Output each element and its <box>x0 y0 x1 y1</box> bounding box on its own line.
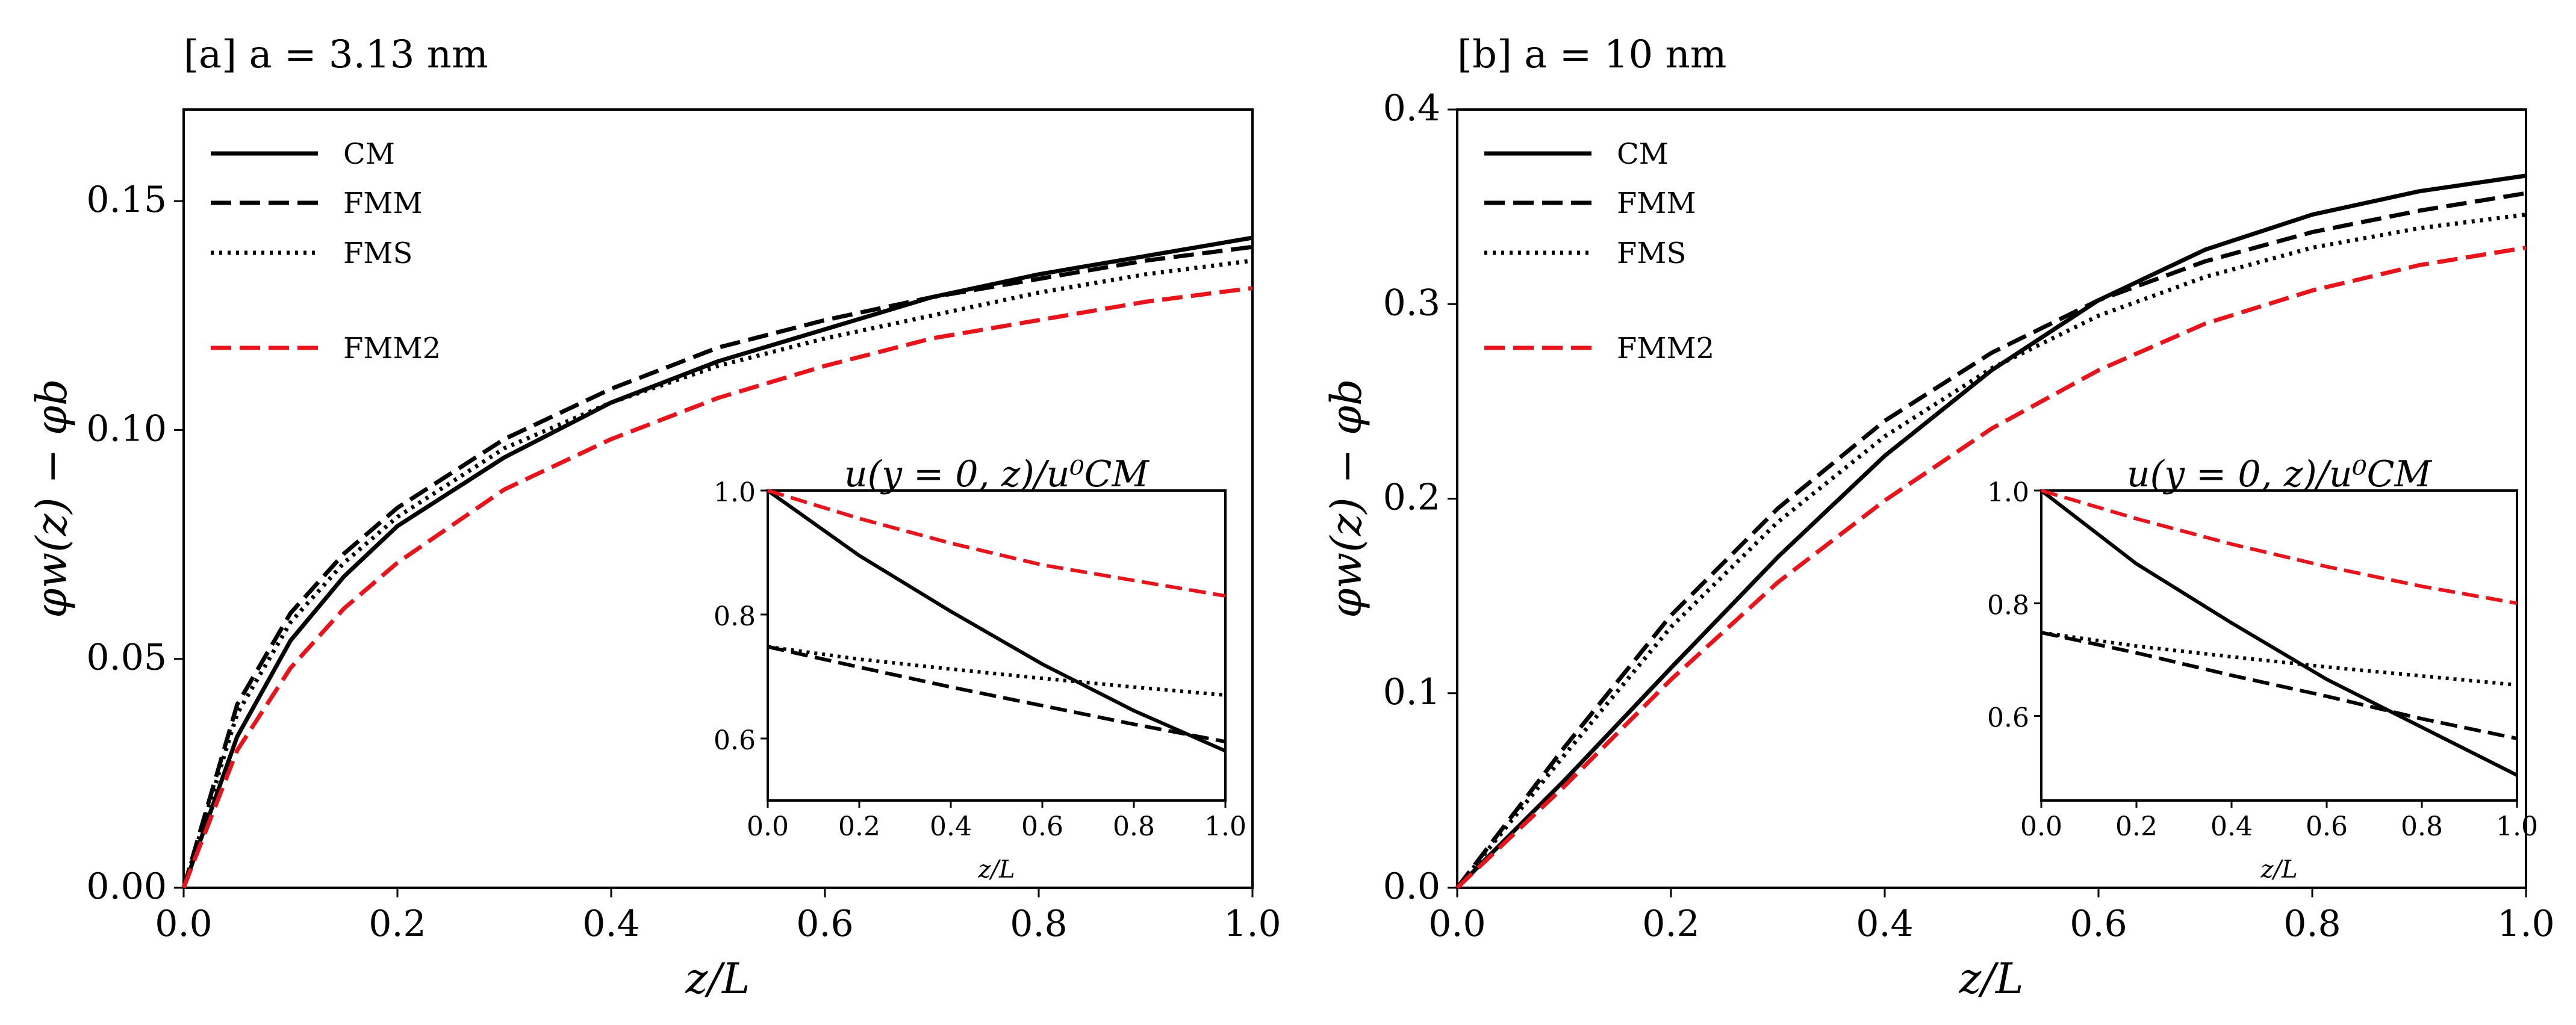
panel-a-title: [a] a = 3.13 nm <box>184 33 488 77</box>
panel-b-xtick-label-3: 0.6 <box>2070 903 2127 945</box>
panel-a-inset-series-fmm2 <box>767 489 1226 598</box>
panel-a-inset-xtick-label-5: 1.0 <box>1204 811 1246 842</box>
panel-b-inset-frame <box>2040 489 2518 802</box>
legend-label-cm: CM <box>1617 137 1669 171</box>
panel-a-inset-ytick-label-1: 0.8 <box>714 601 756 632</box>
panel-a-x-axis: 0.0 0.2 0.4 0.6 0.8 1.0 <box>155 888 1281 945</box>
legend-label-fms: FMS <box>1617 237 1686 270</box>
panel-b-inset-y-axis: 0.6 0.8 1.0 <box>1987 477 2041 734</box>
panel-a-ytick-label-3: 0.15 <box>86 179 167 221</box>
panel-b-inset-ytick-label-1: 0.8 <box>1987 590 2029 621</box>
panel-b-inset-xlabel: z/L <box>2260 856 2297 884</box>
panel-a-xtick-label-1: 0.2 <box>369 903 426 945</box>
panel-b-ytick-label-2: 0.2 <box>1383 477 1440 519</box>
panel-b-title: [b] a = 10 nm <box>1457 33 1726 77</box>
panel-b-inset-series-fmm2 <box>2041 489 2518 605</box>
legend-label-fms: FMS <box>343 237 412 270</box>
panel-b-inset: u(y = 0, z)/u⁰CM 0.0 0.2 0.4 0.6 0.8 1.0 0.60… <box>1987 453 2538 884</box>
panel-a-inset-series <box>767 489 1227 753</box>
panel-b-ytick-label-1: 0.1 <box>1383 671 1440 713</box>
panel-a-inset-xtick-label-3: 0.6 <box>1021 811 1063 842</box>
panel-a-plot: 0.0 0.2 0.4 0.6 0.8 1.0 0.00 0.05 0.10 0.15 <box>86 108 1281 945</box>
panel-b-xtick-label-5: 1.0 <box>2497 903 2554 945</box>
panel-b: [b] a = 10 nm 0.0 0.2 0.4 0.6 0.8 1.0 0.00.10… <box>1322 33 2555 1003</box>
panel-a-xtick-label-4: 0.8 <box>1010 903 1067 945</box>
panel-a-inset-ytick-label-0: 0.6 <box>714 725 756 756</box>
legend-label-fmm: FMM <box>1617 187 1696 220</box>
panel-b-series-fmm <box>1455 191 2527 890</box>
panel-b-inset-series <box>2040 489 2518 777</box>
panel-b-inset-ytick-label-2: 1.0 <box>1987 477 2029 508</box>
legend-label-fmm2: FMM2 <box>343 332 441 365</box>
panel-b-inset-series-cm <box>2040 489 2518 777</box>
panel-b-inset-x-axis: 0.0 0.2 0.4 0.6 0.8 1.0 <box>2020 800 2538 842</box>
panel-a-legend: CM FMM FMS FMM2 <box>211 137 441 365</box>
panel-a-y-axis: 0.00 0.05 0.10 0.15 <box>86 179 184 908</box>
panel-a-inset-xtick-label-1: 0.2 <box>838 811 880 842</box>
panel-a-xtick-label-3: 0.6 <box>796 903 853 945</box>
panel-b-inset-title: u(y = 0, z)/u⁰CM <box>2127 453 2433 495</box>
panel-a-inset: u(y = 0, z)/u⁰CM 0.0 0.2 0.4 0.6 0.8 1.0 0.60… <box>714 453 1246 884</box>
panel-b-legend: CM FMM FMS FMM2 <box>1484 137 1714 365</box>
panel-b-ytick-label-0: 0.0 <box>1383 866 1440 908</box>
panel-a-inset-y-axis: 0.6 0.8 1.0 <box>714 477 768 756</box>
panel-b-xtick-label-4: 0.8 <box>2283 903 2341 945</box>
panel-a-ytick-label-2: 0.10 <box>86 407 167 450</box>
panel-a-inset-series-fmm <box>767 645 1226 744</box>
panel-a-series <box>181 235 1253 889</box>
panel-b-inset-series-fms <box>2041 631 2518 687</box>
legend-label-fmm: FMM <box>343 187 423 220</box>
panel-a-inset-frame <box>767 489 1227 802</box>
panel-a-xlabel: z/L <box>685 954 750 1003</box>
legend-label-fmm2: FMM2 <box>1617 332 1714 365</box>
panel-a-ytick-label-0: 0.00 <box>86 866 167 908</box>
panel-b-series <box>1455 173 2527 890</box>
panel-b-ylabel: φw(z) − φb <box>1322 379 1371 618</box>
panel-a-inset-xtick-label-0: 0.0 <box>747 811 789 842</box>
panel-b-xtick-label-1: 0.2 <box>1642 903 1699 945</box>
panel-a-ylabel: φw(z) − φb <box>27 379 76 618</box>
panel-a: [a] a = 3.13 nm 0.0 0.2 0.4 0.6 0.8 1.0 0.000… <box>27 33 1281 1003</box>
panel-a-inset-ytick-label-2: 1.0 <box>714 477 756 508</box>
panel-a-xtick-label-2: 0.4 <box>582 903 639 945</box>
panel-a-axes-frame <box>182 108 1254 889</box>
panel-b-inset-xtick-label-0: 0.0 <box>2020 811 2062 842</box>
panel-b-inset-xtick-label-1: 0.2 <box>2115 811 2158 842</box>
panel-b-series-cm <box>1455 173 2527 890</box>
panel-b-xtick-label-0: 0.0 <box>1428 903 1486 945</box>
panel-b-inset-xtick-label-5: 1.0 <box>2496 811 2538 842</box>
panel-a-xtick-label-0: 0.0 <box>155 903 212 945</box>
panel-b-inset-xtick-label-3: 0.6 <box>2306 811 2348 842</box>
panel-a-series-fmm2 <box>181 286 1253 889</box>
panel-b-x-axis: 0.0 0.2 0.4 0.6 0.8 1.0 <box>1428 888 2555 945</box>
panel-b-inset-xtick-label-2: 0.4 <box>2210 811 2253 842</box>
panel-b-ytick-label-4: 0.4 <box>1383 87 1440 129</box>
panel-b-series-fmm2 <box>1455 246 2527 890</box>
panel-a-inset-xtick-label-2: 0.4 <box>930 811 972 842</box>
panel-a-inset-series-cm <box>767 489 1227 753</box>
panel-b-y-axis: 0.0 0.1 0.2 0.3 0.4 <box>1383 87 1457 908</box>
panel-a-series-fmm <box>181 244 1253 888</box>
panel-a-inset-series-fms <box>767 645 1226 697</box>
panel-a-series-cm <box>181 235 1253 889</box>
panel-a-ytick-label-1: 0.05 <box>86 637 167 679</box>
panel-b-plot: 0.0 0.2 0.4 0.6 0.8 1.0 0.0 0.1 0.2 0.3 0.4 <box>1383 87 2555 945</box>
panel-b-ytick-label-3: 0.3 <box>1383 282 1440 324</box>
panel-b-inset-series-fmm <box>2041 631 2518 740</box>
panel-a-xtick-label-5: 1.0 <box>1224 903 1281 945</box>
panel-b-inset-xtick-label-4: 0.8 <box>2401 811 2443 842</box>
panel-b-inset-ytick-label-0: 0.6 <box>1987 703 2029 734</box>
panel-a-inset-title: u(y = 0, z)/u⁰CM <box>844 453 1150 495</box>
panel-b-xlabel: z/L <box>1959 954 2024 1003</box>
panel-a-series-fms <box>181 258 1253 889</box>
panel-b-xtick-label-2: 0.4 <box>1856 903 1913 945</box>
panel-a-inset-x-axis: 0.0 0.2 0.4 0.6 0.8 1.0 <box>747 800 1246 842</box>
legend-label-cm: CM <box>343 137 395 171</box>
panel-a-inset-xlabel: z/L <box>977 856 1015 884</box>
panel-a-inset-xtick-label-4: 0.8 <box>1113 811 1155 842</box>
panel-b-series-fms <box>1455 212 2527 890</box>
